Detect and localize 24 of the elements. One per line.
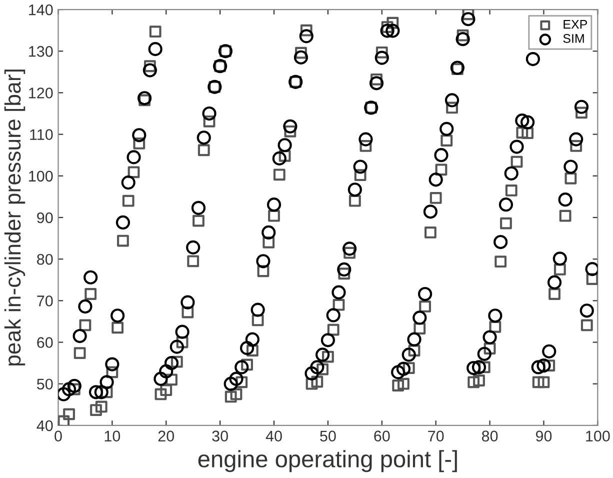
y-tick-label: 110 [30,129,53,140]
x-tick-label: 70 [428,430,444,442]
x-tick-label: 90 [536,430,552,442]
x-tick-label: 30 [212,430,228,442]
x-tick-label: 0 [54,430,62,442]
y-tick-label: 40 [36,420,53,432]
y-tick-label: 80 [37,254,53,265]
y-tick-label: 120 [29,88,53,98]
y-tick-label: 90 [37,212,53,224]
x-axis-title: engine operating point [-] [198,450,457,472]
x-tick-label: 60 [374,430,390,442]
y-tick-label: 60 [37,337,53,348]
y-tick-label: 140 [29,4,53,16]
x-tick-label: 50 [320,430,336,442]
y-tick-label: 100 [29,170,53,182]
x-tick-label: 80 [482,430,498,442]
y-axis-title: peak in-cylinder pressure [bar] [4,70,26,366]
y-tick-label: 50 [36,378,53,390]
y-tick-label: 130 [29,46,53,57]
x-tick-label: 100 [586,430,610,442]
y-tick-label: 70 [37,296,53,306]
x-tick-label: 20 [158,430,174,442]
x-tick-label: 40 [266,430,282,442]
x-tick-label: 10 [104,430,120,442]
